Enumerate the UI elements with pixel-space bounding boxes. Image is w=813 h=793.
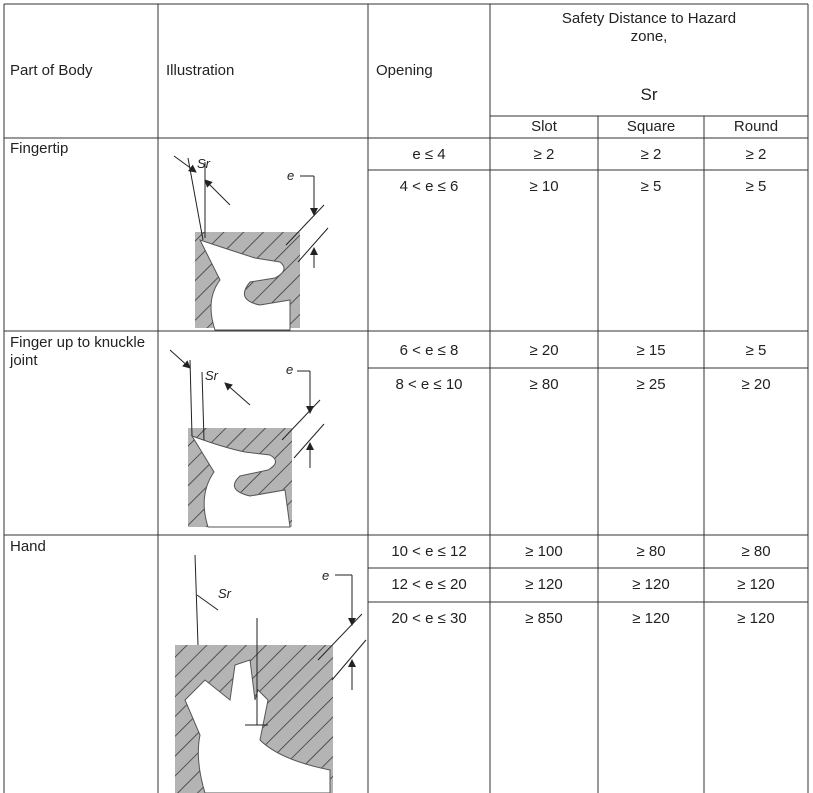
illustration-label: Sr: [205, 368, 218, 383]
opening: 8 < e ≤ 10: [395, 376, 463, 393]
safety-distance: ≥ 850: [525, 610, 563, 627]
illustration-knuckle: [169, 349, 325, 528]
safety-distance: ≥ 120: [737, 576, 775, 593]
opening: 10 < e ≤ 12: [391, 543, 467, 560]
part-of-body: Finger up to knuckle joint: [10, 334, 146, 369]
safety-distance: ≥ 80: [529, 376, 559, 393]
illustration-hand: [175, 554, 367, 793]
safety-distance: ≥ 2: [533, 146, 555, 163]
header-part: Part of Body: [10, 62, 93, 79]
safety-distance: ≥ 100: [525, 543, 563, 560]
safety-distance: ≥ 5: [745, 178, 767, 195]
illustration-fingertip: [173, 155, 329, 331]
safety-distance: ≥ 120: [737, 610, 775, 627]
safety-distance: ≥ 15: [636, 342, 666, 359]
opening: 4 < e ≤ 6: [399, 178, 459, 195]
header-illustration: Illustration: [166, 62, 235, 79]
safety-distance: ≥ 80: [636, 543, 666, 560]
safety-distance: ≥ 5: [745, 342, 767, 359]
safety-distance: ≥ 5: [640, 178, 662, 195]
opening: 20 < e ≤ 30: [391, 610, 467, 627]
illustration-label: e: [287, 168, 295, 183]
illustration-label: e: [322, 568, 330, 583]
part-of-body: Fingertip: [10, 140, 69, 157]
safety-distance: ≥ 80: [741, 543, 771, 560]
opening: 12 < e ≤ 20: [391, 576, 467, 593]
safety-distance: ≥ 120: [632, 610, 670, 627]
safety-distance: ≥ 25: [636, 376, 666, 393]
column-header: Round: [733, 118, 779, 135]
safety-distance: ≥ 120: [525, 576, 563, 593]
safety-distance: ≥ 2: [745, 146, 767, 163]
safety-distance: ≥ 2: [640, 146, 662, 163]
opening: e ≤ 4: [412, 146, 446, 163]
header-symbol: Sr: [640, 85, 658, 104]
safety-distance: ≥ 20: [741, 376, 771, 393]
column-header: Square: [626, 118, 676, 135]
illustration-label: Sr: [218, 586, 231, 601]
header-distance: Safety Distance to Hazard zone,: [561, 10, 737, 45]
illustration-label: e: [286, 362, 294, 377]
column-header: Slot: [531, 118, 557, 135]
safety-distance: ≥ 120: [632, 576, 670, 593]
safety-distance: ≥ 10: [529, 178, 559, 195]
opening: 6 < e ≤ 8: [399, 342, 459, 359]
header-opening: Opening: [376, 62, 433, 79]
grid: [3, 3, 809, 793]
illustration-label: Sr: [197, 156, 210, 171]
safety-distance: ≥ 20: [529, 342, 559, 359]
part-of-body: Hand: [10, 538, 46, 555]
